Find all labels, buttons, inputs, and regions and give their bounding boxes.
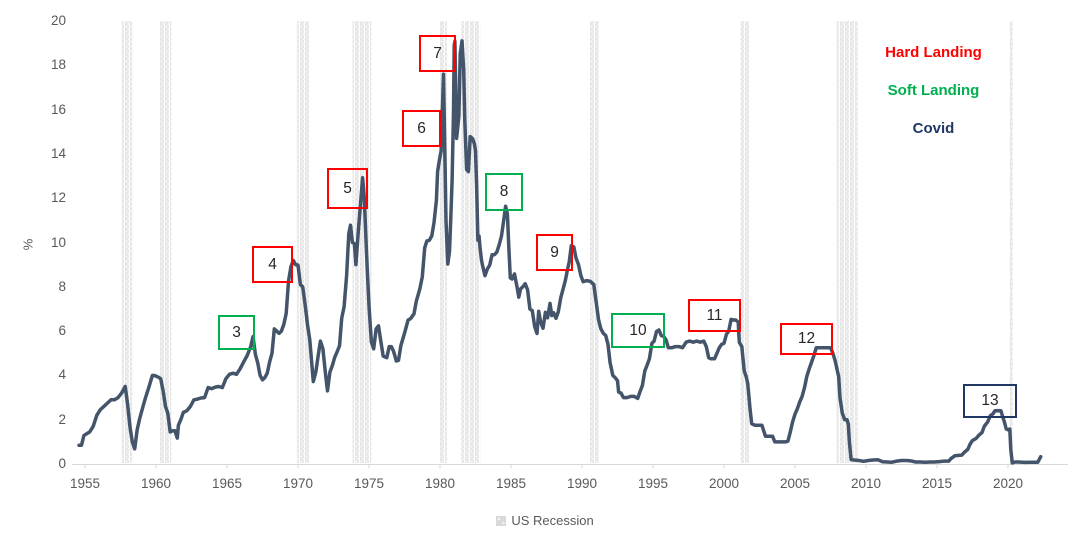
- y-tick-label: 10: [50, 235, 66, 250]
- y-tick-label: 2: [58, 412, 66, 427]
- y-tick-label: 16: [50, 102, 66, 117]
- recession-band: [296, 21, 310, 463]
- x-tick-label: 2005: [779, 476, 811, 491]
- y-tick-label: 8: [58, 279, 66, 294]
- y-tick-label: 12: [50, 190, 66, 205]
- x-tick-label: 1955: [69, 476, 101, 491]
- recession-band: [121, 21, 133, 463]
- recession-band: [440, 21, 448, 463]
- y-tick-label: 4: [58, 367, 66, 382]
- x-tick-label: 1975: [353, 476, 385, 491]
- recession-swatch-icon: [496, 515, 507, 526]
- cycle-box-6: 6: [402, 110, 441, 147]
- x-tick-label: 2010: [850, 476, 882, 491]
- legend-covid-label: Covid: [912, 120, 955, 137]
- legend-soft-label: Soft Landing: [887, 82, 980, 99]
- cycle-box-12: 12: [780, 323, 833, 355]
- recession-legend: US Recession: [0, 513, 1090, 528]
- x-tick-label: 1985: [495, 476, 527, 491]
- cycle-box-4: 4: [252, 246, 293, 283]
- recession-band: [836, 21, 858, 463]
- recession-band: [740, 21, 750, 463]
- x-tick-label: 1965: [211, 476, 243, 491]
- cycle-box-3: 3: [218, 315, 255, 350]
- x-tick-label: 1960: [140, 476, 172, 491]
- y-tick-label: 6: [58, 323, 66, 338]
- cycle-box-10: 10: [611, 313, 665, 348]
- recession-band: [1009, 21, 1013, 463]
- cycle-box-13: 13: [963, 384, 1017, 418]
- x-tick-label: 2000: [708, 476, 740, 491]
- x-tick-label: 1970: [282, 476, 314, 491]
- legend-hard-label: Hard Landing: [885, 44, 982, 61]
- cycle-type-legend: Hard Landing Soft Landing Covid: [861, 45, 1006, 136]
- cycle-box-9: 9: [536, 234, 573, 271]
- recession-band: [159, 21, 172, 463]
- recession-band: [352, 21, 372, 463]
- x-tick-label: 2015: [921, 476, 953, 491]
- cycle-box-8: 8: [485, 173, 523, 211]
- cycle-box-5: 5: [327, 168, 368, 209]
- y-tick-label: 20: [50, 13, 66, 28]
- rate-line: [77, 39, 1043, 465]
- x-tick-label: 1980: [424, 476, 456, 491]
- x-tick-label: 1995: [637, 476, 669, 491]
- x-tick-label: 2020: [992, 476, 1024, 491]
- cycle-box-11: 11: [688, 299, 741, 332]
- recession-band: [589, 21, 599, 463]
- recession-legend-label: US Recession: [511, 513, 594, 528]
- y-tick-label: 18: [50, 57, 66, 72]
- x-tick-label: 1990: [566, 476, 598, 491]
- y-tick-label: 14: [50, 146, 66, 161]
- cycle-box-7: 7: [419, 35, 456, 72]
- y-tick-label: 0: [58, 456, 66, 471]
